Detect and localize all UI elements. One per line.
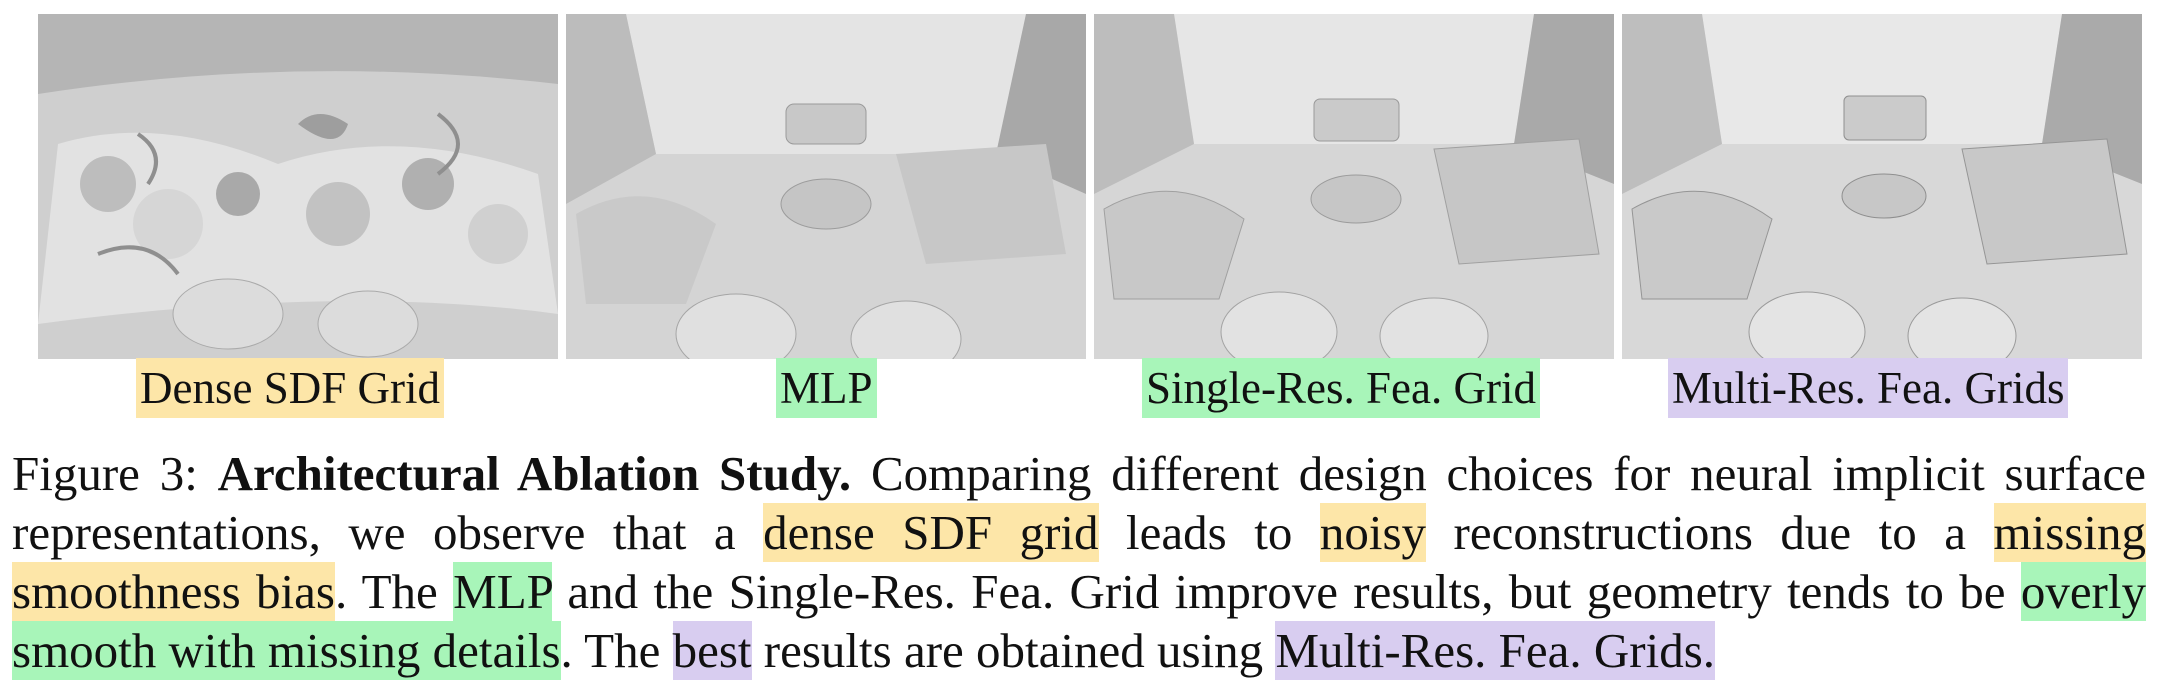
- caption-text: reconstructions due to a: [1426, 505, 1994, 560]
- panel-label-multi-res: Multi-Res. Fea. Grids: [1668, 358, 2069, 418]
- caption-text: results are obtained using: [751, 623, 1276, 678]
- figure-panels: [38, 14, 2142, 359]
- caption-highlight: noisy: [1319, 503, 1427, 562]
- reconstruction-image-single-res: [1094, 14, 1614, 359]
- caption-text: leads to: [1098, 505, 1320, 560]
- caption-highlight: best: [672, 621, 752, 680]
- caption-highlight: Multi-Res. Fea. Grids.: [1275, 621, 1716, 680]
- figure-caption: Figure 3: Architectural Ablation Study. …: [12, 444, 2147, 680]
- reconstruction-image-dense-sdf: [38, 14, 558, 359]
- panel-label-single-res: Single-Res. Fea. Grid: [1142, 358, 1540, 418]
- reconstruction-image-mlp: [566, 14, 1086, 359]
- caption-text: Comparing different design choices for n…: [12, 446, 2146, 560]
- caption-text: and the Single-Res. Fea. Grid improve re…: [552, 564, 2021, 619]
- caption-text: . The: [334, 564, 454, 619]
- reconstruction-image-multi-res: [1622, 14, 2142, 359]
- caption-highlight: MLP: [453, 562, 553, 621]
- panel-label-dense-sdf: Dense SDF Grid: [136, 358, 444, 418]
- caption-prefix: Figure 3:: [12, 446, 218, 501]
- caption-title: Architectural Ablation Study.: [217, 446, 852, 501]
- panel-label-mlp: MLP: [776, 358, 877, 418]
- caption-highlight: dense SDF grid: [763, 503, 1099, 562]
- caption-text: . The: [560, 623, 673, 678]
